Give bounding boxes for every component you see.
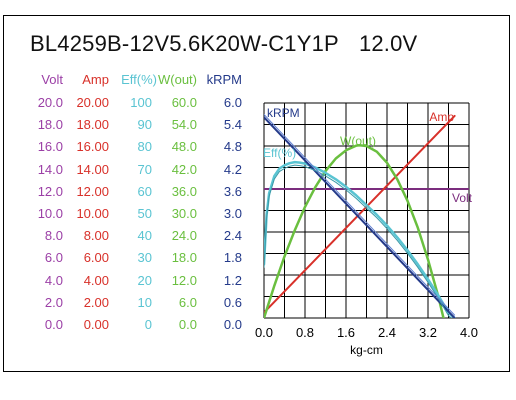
column-header-wout: W(out) <box>158 72 197 87</box>
scale-value-amp: 2.00 <box>83 294 109 310</box>
scale-value-krpm: 3.0 <box>223 206 242 221</box>
scale-value-wout: 60.0 <box>171 95 197 110</box>
series-line-wout <box>264 144 445 318</box>
scale-value-krpm: 4.2 <box>223 161 242 177</box>
scale-value-volt: 8.0 <box>44 228 63 244</box>
x-tick-label: 0.8 <box>296 325 314 340</box>
series-label-eff: Eff(%) <box>263 146 296 160</box>
scale-value-volt: 20.0 <box>37 95 63 110</box>
scale-value-wout: 24.0 <box>171 228 197 244</box>
scale-value-wout: 6.0 <box>178 294 197 310</box>
scale-value-volt: 16.0 <box>37 139 63 155</box>
series-line-eff <box>264 160 456 318</box>
scale-value-volt: 4.0 <box>44 272 63 288</box>
scale-value-wout: 30.0 <box>171 206 197 221</box>
scale-value-volt: 18.0 <box>37 117 63 133</box>
series-line-eff-shadow <box>264 164 452 318</box>
scale-value-eff: 40 <box>137 228 152 244</box>
chart-frame <box>3 15 510 372</box>
scale-value-krpm: 6.0 <box>223 95 242 110</box>
scale-value-volt: 12.0 <box>37 183 63 199</box>
scale-value-eff: 70 <box>137 161 152 177</box>
scale-value-volt: 14.0 <box>37 161 63 177</box>
scale-value-krpm: 2.4 <box>223 228 242 244</box>
scale-value-krpm: 0.0 <box>223 317 242 332</box>
scale-value-wout: 12.0 <box>171 272 197 288</box>
series-label-wout: W(out) <box>340 134 376 148</box>
scale-value-eff: 30 <box>137 250 152 266</box>
x-axis-label: kg-cm <box>350 343 383 357</box>
scale-value-krpm: 3.6 <box>223 183 242 199</box>
scale-value-eff: 0 <box>144 317 152 332</box>
scale-value-amp: 0.00 <box>83 317 109 332</box>
column-header-amp: Amp <box>82 72 109 87</box>
x-tick-label: 0.0 <box>255 325 273 340</box>
x-tick-label: 2.4 <box>378 325 396 340</box>
scale-value-amp: 18.00 <box>76 117 109 133</box>
x-tick-label: 4.0 <box>460 325 478 340</box>
scale-value-wout: 18.0 <box>171 250 197 266</box>
column-header-volt: Volt <box>41 72 63 87</box>
scale-value-eff: 90 <box>137 117 152 133</box>
series-label-volt: Volt <box>452 191 473 205</box>
scale-value-krpm: 4.8 <box>223 139 242 155</box>
scale-value-wout: 54.0 <box>171 117 197 133</box>
scale-value-wout: 36.0 <box>171 183 197 199</box>
scale-value-eff: 80 <box>137 139 152 155</box>
scale-value-volt: 2.0 <box>44 294 63 310</box>
scale-value-wout: 48.0 <box>171 139 197 155</box>
scale-value-amp: 10.00 <box>76 206 109 221</box>
scale-value-amp: 4.00 <box>83 272 109 288</box>
model-name: BL4259B-12V5.6K20W-C1Y1P <box>30 31 339 56</box>
scale-value-krpm: 1.8 <box>223 250 242 266</box>
series-label-krpm: kRPM <box>267 106 300 120</box>
scale-value-amp: 12.00 <box>76 183 109 199</box>
scale-value-wout: 42.0 <box>171 161 197 177</box>
series-line-krpm <box>264 116 456 318</box>
scale-value-krpm: 5.4 <box>223 117 242 133</box>
x-tick-label: 3.2 <box>419 325 437 340</box>
scale-value-wout: 0.0 <box>178 317 197 332</box>
column-header-krpm: kRPM <box>206 72 242 87</box>
scale-value-amp: 8.00 <box>83 228 109 244</box>
scale-value-eff: 10 <box>137 294 152 310</box>
chart-title: BL4259B-12V5.6K20W-C1Y1P 12.0V <box>30 31 417 57</box>
scale-value-krpm: 1.2 <box>223 272 242 288</box>
series-label-amp: Amp <box>429 110 454 124</box>
series-line-krpm-highlight <box>264 114 456 316</box>
scale-value-amp: 14.00 <box>76 161 109 177</box>
rated-voltage: 12.0V <box>358 31 418 56</box>
scale-value-eff: 50 <box>137 206 152 221</box>
scale-value-krpm: 0.6 <box>223 294 242 310</box>
scale-value-eff: 20 <box>137 272 152 288</box>
x-tick-label: 1.6 <box>337 325 355 340</box>
scale-value-amp: 16.00 <box>76 139 109 155</box>
scale-value-eff: 100 <box>130 95 152 110</box>
scale-value-eff: 60 <box>137 183 152 199</box>
scale-value-amp: 6.00 <box>83 250 109 266</box>
scale-value-volt: 10.0 <box>37 206 63 221</box>
scale-value-volt: 0.0 <box>44 317 63 332</box>
scale-value-amp: 20.00 <box>76 95 109 110</box>
column-header-eff: Eff(%) <box>121 72 157 87</box>
scale-value-volt: 6.0 <box>44 250 63 266</box>
